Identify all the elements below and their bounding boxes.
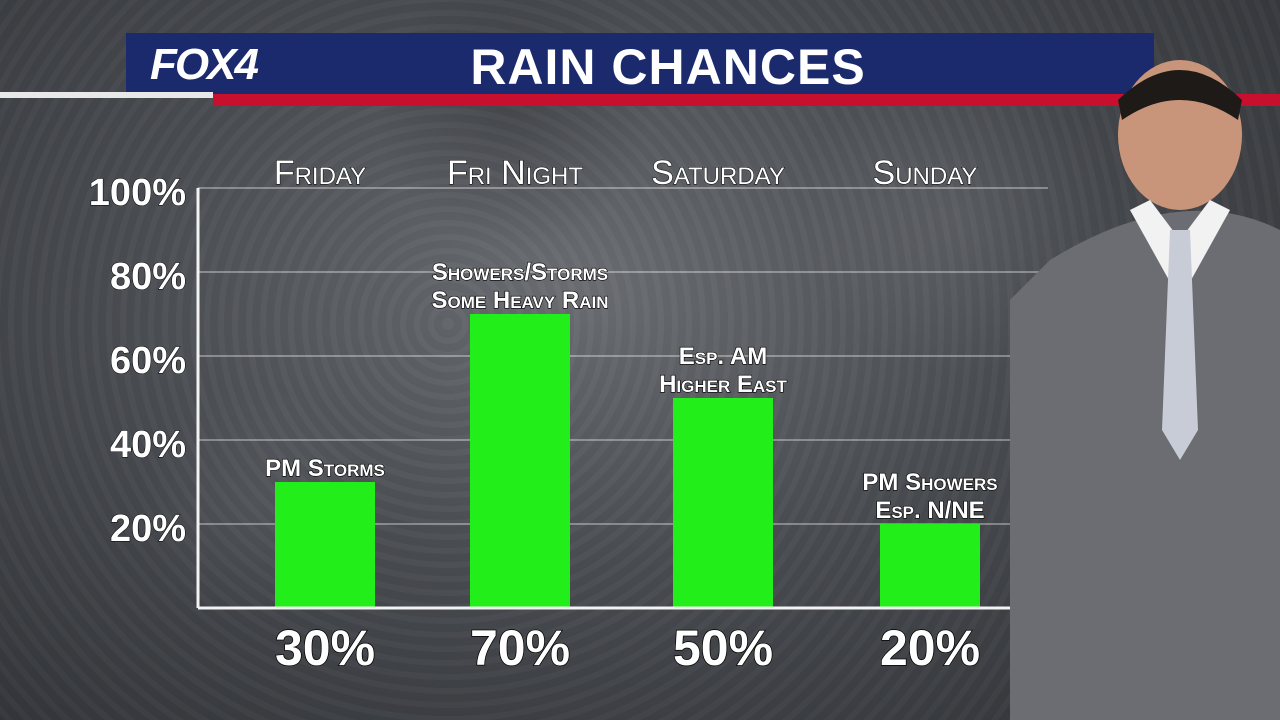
value-label: 70% [470,620,570,676]
y-tick-label: 20% [110,508,186,550]
bar [470,314,570,608]
category-labels: Friday Fri Night Saturday Sunday [273,154,978,193]
category-label: Friday [274,154,366,192]
value-label: 20% [880,620,980,676]
header-red-stripe [213,94,1280,106]
bar-annotation: PM Storms [265,455,385,482]
y-axis-ticks: 20% 40% 60% 80% 100% [88,172,186,551]
axes [196,188,1032,610]
category-label: Fri Night [447,154,583,192]
bar-annotation: Some Heavy Rain [431,287,608,314]
category-label: Saturday [651,154,785,192]
bar-annotation: Higher East [659,371,787,398]
y-tick-label: 60% [110,340,186,382]
bar [880,524,980,608]
value-label: 50% [673,620,773,676]
station-logo: FOX4 [150,40,259,89]
bar [673,398,773,608]
bar-annotation: Showers/Storms [432,259,608,286]
header-white-stripe [0,92,213,98]
bar-annotation: Esp. AM [679,343,767,370]
y-tick-label: 80% [110,256,186,298]
value-labels: 30% 70% 50% 20% [274,619,981,677]
meteorologist-figure [1010,60,1280,720]
bars [275,314,980,608]
category-label: Sunday [873,154,978,192]
bar [275,482,375,608]
page-title: RAIN CHANCES [470,39,866,95]
title-banner [126,33,1154,94]
bar-annotation: PM Showers [862,469,997,496]
value-label: 30% [275,620,375,676]
y-tick-label: 40% [110,424,186,466]
y-tick-label: 100% [89,172,186,214]
bar-annotation: Esp. N/NE [875,497,984,524]
